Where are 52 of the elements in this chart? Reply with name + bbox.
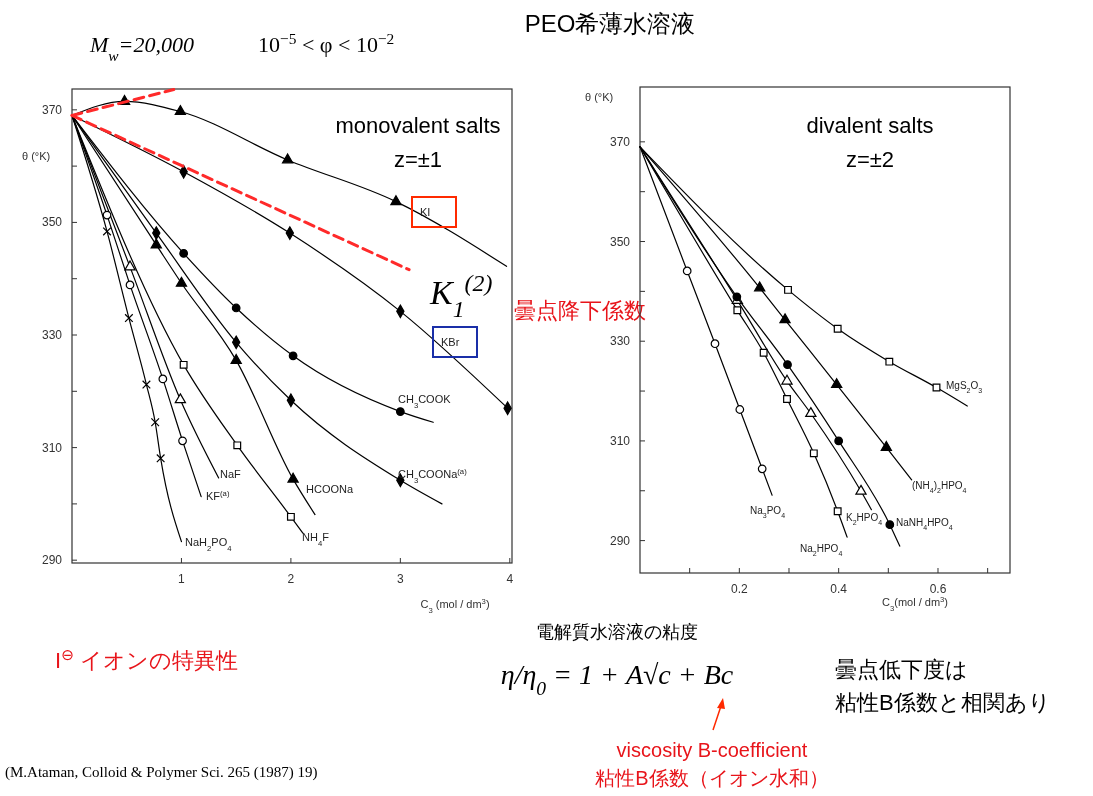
x-tick-label: 1 (178, 572, 186, 586)
x-axis-title: C$_{3}$(mol / dm$^{3}$) (881, 594, 949, 613)
text: 粘性B係数（イオン水和） (595, 767, 829, 789)
series-label: (NH$_{4}$)$_{2}$HPO$_{4}$ (912, 480, 967, 494)
series-label: CH$_{3}$COOK (398, 393, 452, 410)
y-tick-label: 290 (41, 553, 63, 568)
text: η/η$_{0}$ = 1 + A√c + Bc (500, 659, 734, 699)
y-tick-label: 290 (609, 533, 631, 548)
series-label: KF$^{(a)}$ (206, 488, 230, 502)
text: (M.Ataman, Colloid & Polymer Sci. 265 (1987) 19) (5, 764, 318, 781)
annotation: divalent salts (806, 113, 934, 138)
text: 粘性B係数と相関あり (835, 690, 1051, 715)
series-label: CH$_{3}$COONa$^{(a)}$ (398, 466, 468, 485)
x-tick-label: 0.2 (730, 582, 748, 596)
x-tick-label: 0.4 (830, 582, 848, 596)
series-label: K$_{2}$HPO$_{4}$ (846, 512, 883, 526)
text: 10$^{−5}$ < φ < 10$^{−2}$ (258, 29, 395, 57)
y-tick-label: 370 (41, 102, 63, 117)
x-axis-title: C$_{3}$ (mol / dm$^{3}$) (420, 596, 490, 615)
series-label: HCOONa (306, 483, 354, 495)
y-tick-label: 330 (41, 328, 63, 343)
series-label: Na$_{3}$PO$_{4}$ (750, 505, 786, 519)
annotation: z=±2 (845, 147, 895, 172)
y-tick-label: 330 (609, 334, 631, 349)
x-tick-label: 0.6 (929, 582, 947, 596)
y-tick-label: 350 (609, 234, 631, 249)
y-axis-title: θ (°K) (585, 91, 614, 103)
text: PEO希薄水溶液 (524, 10, 696, 37)
y-tick-label: 310 (41, 440, 63, 455)
series-label: Na$_{2}$HPO$_{4}$ (800, 543, 843, 557)
text: 曇点低下度は (835, 657, 968, 682)
series-label: MgS$_{2}$O$_{3}$ (946, 380, 983, 394)
text: viscosity B-coefficient (616, 739, 808, 761)
series-label: KBr (441, 336, 460, 348)
x-tick-label: 2 (287, 572, 295, 586)
text: I$^{⊖}$ イオンの特異性 (55, 645, 239, 673)
annotation: monovalent salts (335, 113, 501, 138)
text: M$_{w}$=20,000 (89, 32, 194, 64)
y-tick-label: 310 (609, 433, 631, 448)
annotation: 曇点降下係数 (514, 298, 646, 323)
series-label: NaNH$_{4}$HPO$_{4}$ (896, 517, 953, 531)
series-label: NaH$_{2}$PO$_{4}$ (185, 536, 233, 553)
x-tick-label: 4 (506, 572, 514, 586)
y-axis-title: θ (°K) (22, 150, 51, 162)
x-tick-label: 3 (397, 572, 405, 586)
y-tick-label: 350 (41, 215, 63, 230)
series-label: KI (420, 206, 431, 218)
series-label: NaF (220, 468, 242, 480)
text: 電解質水溶液の粘度 (536, 622, 698, 642)
annotation: z=±1 (393, 147, 443, 172)
y-tick-label: 370 (609, 134, 631, 149)
series-label: NH$_{4}$F (302, 531, 330, 548)
